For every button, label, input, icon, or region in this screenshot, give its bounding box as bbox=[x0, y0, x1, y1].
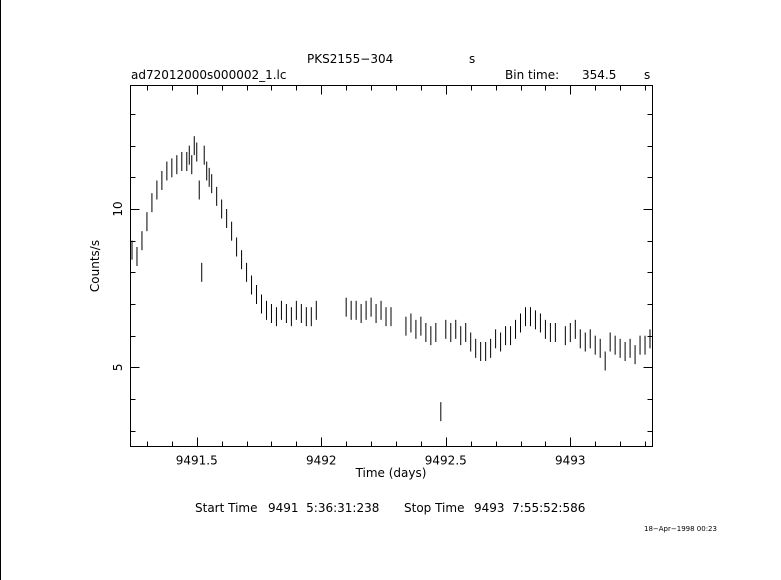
start-time-label: Start Time bbox=[195, 501, 258, 515]
start-time-value: 9491 5:36:31:238 bbox=[268, 501, 380, 515]
x-tick-label: 9492.5 bbox=[425, 454, 467, 468]
bin-time-value: 354.5 bbox=[582, 68, 617, 82]
y-axis-label: Counts/s bbox=[88, 240, 102, 292]
y-tick-label: 5 bbox=[111, 364, 125, 372]
bin-time-label: Bin time: bbox=[505, 68, 560, 82]
plot-frame bbox=[130, 85, 653, 447]
plot-timestamp: 18−Apr−1998 00:23 bbox=[644, 525, 717, 533]
x-axis-label: Time (days) bbox=[355, 466, 427, 480]
y-tick-label: 10 bbox=[111, 201, 125, 216]
x-tick-label: 9492 bbox=[306, 454, 337, 468]
object-name: PKS2155−304 bbox=[307, 52, 394, 66]
stop-time-value: 9493 7:55:52:586 bbox=[474, 501, 586, 515]
x-tick-label: 9491.5 bbox=[176, 454, 218, 468]
bin-time-unit: s bbox=[644, 68, 651, 82]
stop-time-label: Stop Time bbox=[404, 501, 465, 515]
object-unit: s bbox=[469, 52, 476, 66]
x-tick-label: 9493 bbox=[555, 454, 586, 468]
filename: ad72012000s000002_1.lc bbox=[131, 68, 287, 82]
left-border bbox=[0, 0, 1, 580]
